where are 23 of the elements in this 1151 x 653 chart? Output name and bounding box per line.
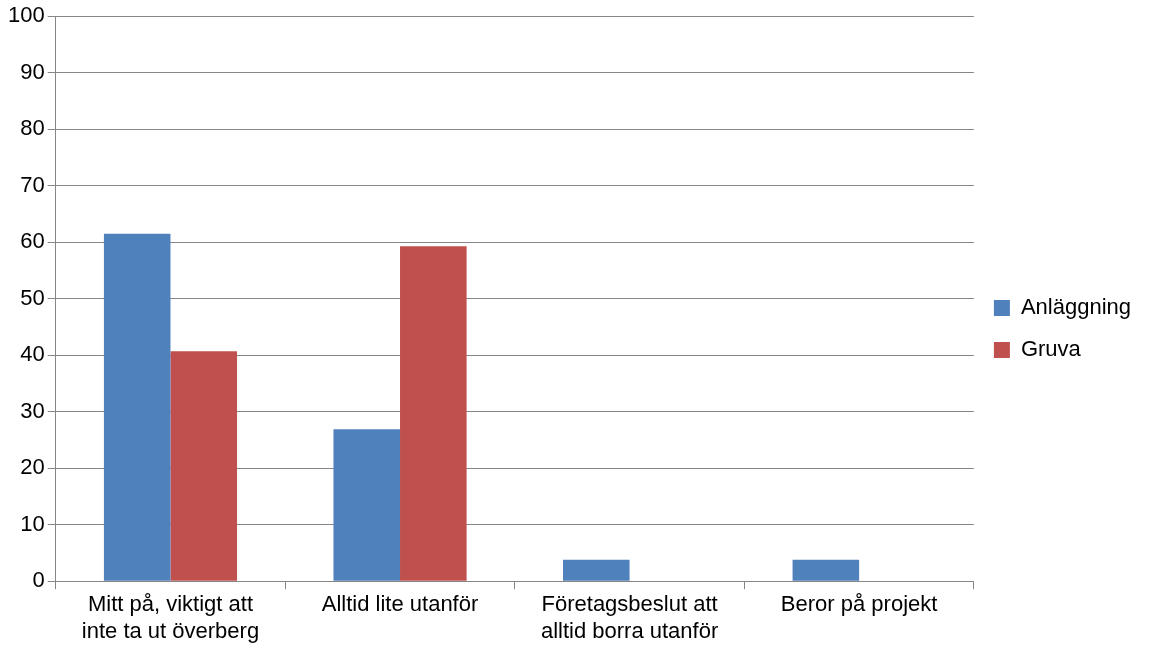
- legend-label: Gruva: [1020, 336, 1082, 362]
- bar: [400, 246, 467, 581]
- bar: [333, 429, 401, 581]
- y-tick-label: 40: [20, 341, 45, 367]
- bar: [792, 559, 860, 581]
- legend-label: Anläggning: [1020, 294, 1132, 320]
- x-tick-label: Beror på projekt: [780, 591, 938, 617]
- y-tick-label: 100: [7, 2, 45, 28]
- y-tick-label: 0: [32, 567, 45, 593]
- y-tick-label: 50: [20, 284, 45, 310]
- y-tick-label: 70: [20, 171, 45, 197]
- y-tick-label: 20: [20, 454, 45, 480]
- x-tick-label: Mitt på, viktigt att inte ta ut överberg: [81, 591, 260, 643]
- y-tick-label: 10: [20, 510, 45, 536]
- x-tick-label: Företagsbeslut att alltid borra utanför: [540, 591, 719, 643]
- y-tick-label: 80: [20, 115, 45, 141]
- x-tick-label: Alltid lite utanför: [321, 591, 479, 617]
- y-tick-label: 90: [20, 58, 45, 84]
- bar: [103, 233, 171, 581]
- bar: [170, 351, 238, 581]
- y-tick-label: 30: [20, 397, 45, 423]
- bar: [563, 559, 630, 581]
- y-tick-label: 60: [20, 228, 45, 254]
